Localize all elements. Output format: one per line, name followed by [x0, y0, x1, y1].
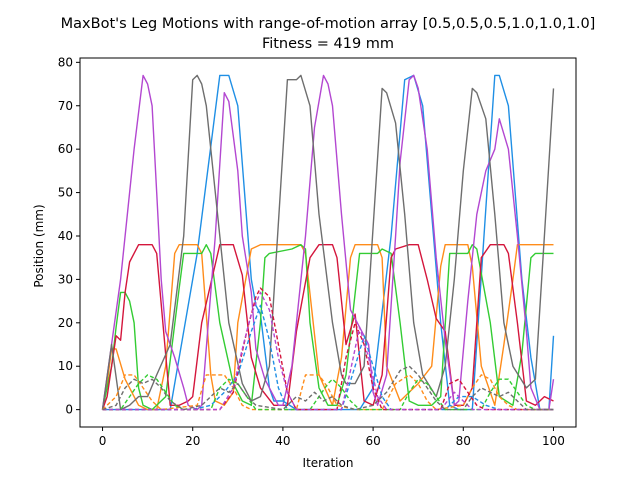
series-line-9 [102, 374, 554, 411]
y-tick-label: 30 [58, 272, 73, 286]
y-tick-label: 20 [58, 316, 73, 330]
y-tick-label: 0 [65, 403, 73, 417]
y-tick-label: 50 [58, 186, 73, 200]
series-line-4 [101, 243, 554, 410]
series-line-7 [102, 304, 554, 411]
x-tick-label: 0 [99, 434, 107, 448]
x-tick-label: 80 [456, 434, 471, 448]
x-tick-label: 100 [542, 434, 565, 448]
y-axis-label: Position (mm) [32, 204, 46, 287]
y-tick-label: 80 [58, 55, 73, 69]
y-tick-label: 70 [58, 99, 73, 113]
series-line-12 [102, 365, 554, 411]
x-tick-label: 20 [185, 434, 200, 448]
y-tick-label: 10 [58, 359, 73, 373]
series-line-1 [102, 74, 555, 411]
plot-lines [101, 74, 555, 411]
chart-subtitle: Fitness = 419 mm [262, 36, 394, 52]
x-tick-label: 40 [275, 434, 290, 448]
y-tick-label: 40 [58, 229, 73, 243]
series-line-8 [102, 374, 554, 411]
x-axis-ticks: 0 20 40 60 80 100 [99, 427, 565, 448]
series-line-3 [101, 243, 554, 411]
plot-frame [79, 57, 577, 428]
series-line-2 [101, 243, 554, 411]
y-axis-ticks: 0 10 20 30 40 50 60 70 80 [58, 55, 80, 417]
x-axis-label: Iteration [303, 456, 354, 470]
series-line-11 [102, 291, 554, 411]
series-line-6 [101, 74, 555, 411]
x-tick-label: 60 [365, 434, 380, 448]
y-tick-label: 60 [58, 142, 73, 156]
chart-title: MaxBot's Leg Motions with range-of-motio… [61, 16, 596, 32]
series-line-5 [101, 74, 555, 411]
series-line-10 [102, 287, 554, 411]
